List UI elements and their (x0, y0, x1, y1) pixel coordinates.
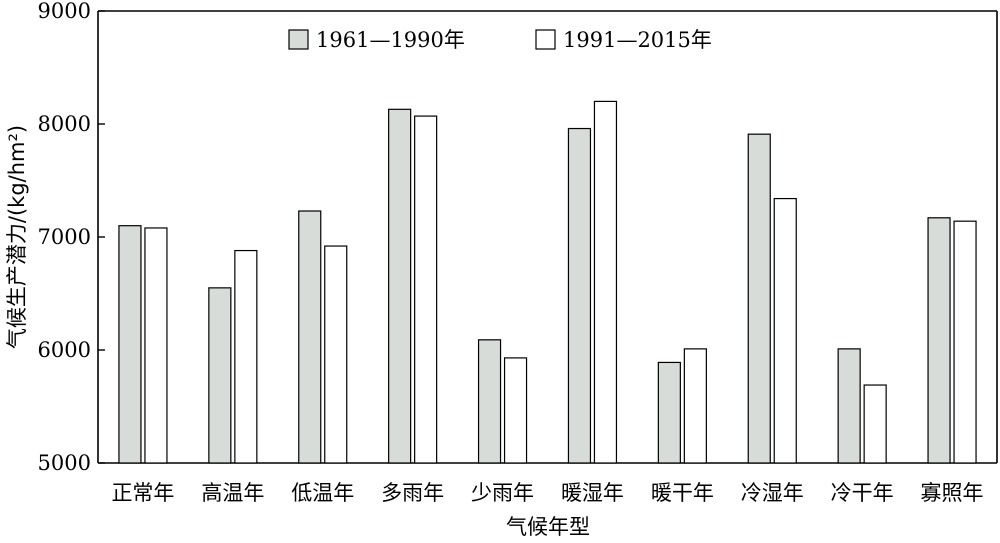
bar-series-1 (747, 133, 771, 464)
bar-series-2 (953, 220, 977, 464)
x-tick-label: 低温年 (291, 481, 354, 505)
plot-frame (97, 10, 998, 464)
bar-series-1 (837, 348, 861, 464)
y-ticks: 5000 6000 7000 8000 9000 (38, 0, 105, 475)
y-tick-label: 5000 (38, 451, 91, 475)
bar-series-1 (927, 217, 951, 464)
y-tick-label: 6000 (38, 338, 91, 362)
bar-series-2 (503, 357, 528, 464)
y-tick-label: 8000 (38, 112, 91, 136)
bar-series-1 (118, 225, 142, 464)
bar-series-1 (477, 339, 502, 464)
bar-series-1 (657, 361, 681, 464)
bar-series-2 (414, 115, 438, 464)
bar-series-1 (298, 210, 322, 464)
bar-series-1 (388, 108, 412, 464)
x-tick-label: 冷湿年 (741, 481, 804, 505)
x-tick-label: 冷干年 (831, 481, 894, 505)
bar-series-2 (144, 227, 168, 464)
legend-swatch-series-2 (535, 29, 556, 50)
bar-series-1 (567, 127, 592, 464)
legend-label-series-2: 1991—2015年 (563, 28, 712, 52)
bar-series-2 (324, 245, 348, 464)
x-tick-label: 高温年 (201, 481, 264, 505)
x-labels: 正常年 高温年 低温年 多雨年 少雨年 暖湿年 暖干年 冷湿年 冷干年 寡照年 (111, 481, 983, 505)
x-tick-label: 多雨年 (381, 481, 444, 505)
bar-series-2 (683, 348, 707, 464)
legend: 1961—1990年 1991—2015年 (288, 28, 712, 52)
y-tick-label: 9000 (38, 0, 91, 23)
x-tick-label: 暖湿年 (561, 481, 624, 505)
x-tick-label: 正常年 (111, 481, 174, 505)
bars (118, 100, 977, 464)
legend-swatch-series-1 (288, 29, 309, 50)
y-tick-label: 7000 (38, 225, 91, 249)
bar-series-2 (593, 100, 618, 464)
x-tick-label: 少雨年 (471, 481, 534, 505)
bar-series-2 (863, 384, 887, 464)
legend-label-series-1: 1961—1990年 (316, 28, 465, 52)
x-axis-title: 气候年型 (506, 515, 590, 539)
bar-series-2 (234, 249, 258, 464)
x-tick-label: 寡照年 (921, 481, 984, 505)
bar-series-2 (773, 197, 797, 464)
x-tick-label: 暖干年 (651, 481, 714, 505)
bar-series-1 (208, 287, 232, 464)
y-axis-title: 气候生产潜力/(kg/hm²) (5, 125, 29, 349)
